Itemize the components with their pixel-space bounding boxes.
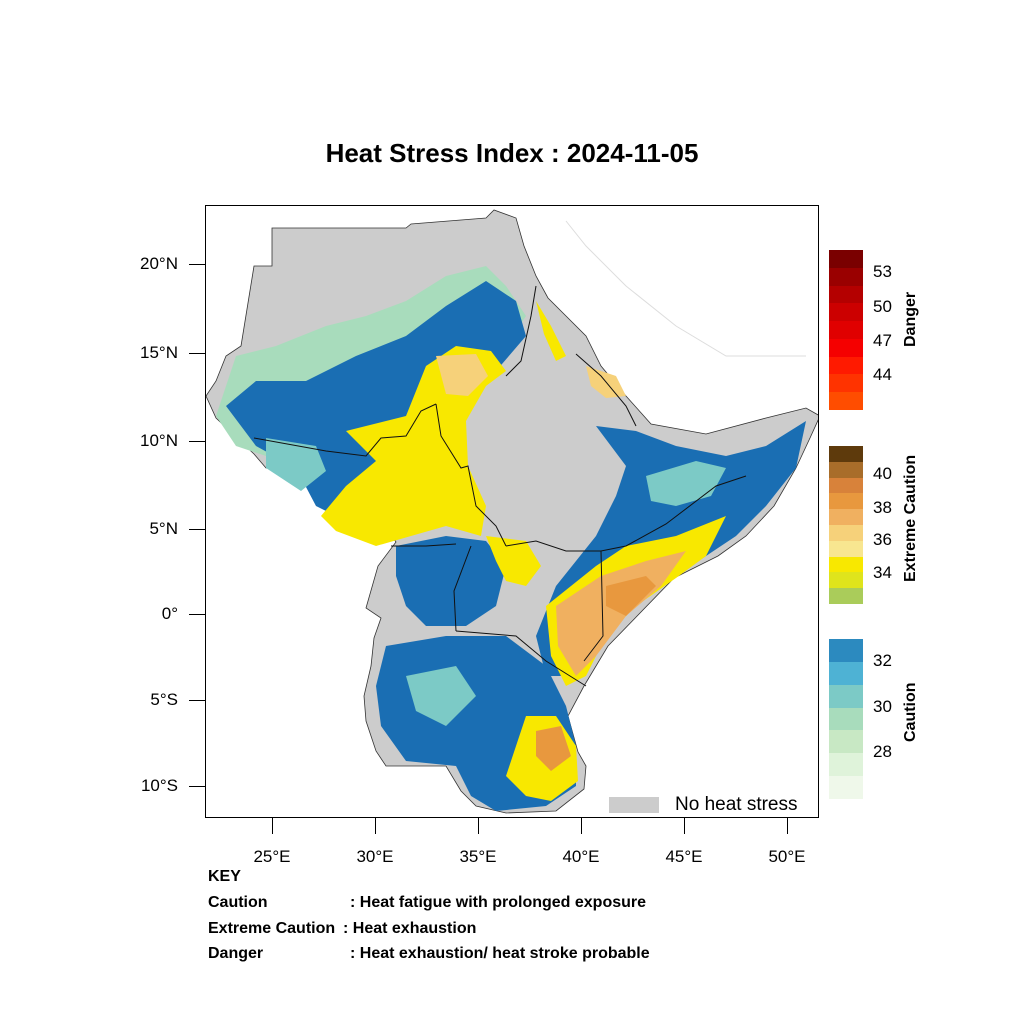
colorbar-segment (829, 707, 863, 731)
x-axis-label: 25°E (253, 847, 291, 866)
colorbar-segment (829, 776, 863, 799)
colorbar-segment (829, 285, 863, 304)
y-axis-label: 15°N (140, 343, 178, 362)
key-heading: KEY (208, 868, 241, 885)
y-tick (189, 700, 205, 701)
danger-tick-label: 50 (873, 297, 892, 316)
extreme-caution-colorbar (829, 446, 863, 604)
colorbar-segment (829, 446, 863, 462)
y-axis-label: 5°N (149, 519, 178, 538)
colorbar-segment (829, 392, 863, 410)
caution-tick-label: 30 (873, 697, 892, 716)
key-description: : Heat fatigue with prolonged exposure (350, 894, 647, 911)
colorbar-segment (829, 321, 863, 339)
map-panel (205, 205, 819, 818)
danger-colorbar-title: Danger (902, 291, 919, 347)
key-term: Danger (208, 945, 264, 962)
y-axis-label: 5°S (150, 690, 178, 709)
colorbar-segment (829, 556, 863, 573)
x-tick (787, 818, 788, 834)
x-axis-label: 50°E (768, 847, 806, 866)
key-description: : Heat exhaustion/ heat stroke probable (350, 945, 650, 962)
extreme-colorbar-title: Extreme Caution (902, 454, 919, 582)
caution-tick-label: 28 (873, 742, 892, 761)
y-axis-label: 10°N (140, 431, 178, 450)
x-axis-label: 45°E (665, 847, 703, 866)
key-term: Caution (208, 894, 268, 911)
y-axis-label: 10°S (140, 776, 178, 795)
extreme-tick-label: 34 (873, 563, 892, 582)
x-tick (581, 818, 582, 834)
colorbar-segment (829, 477, 863, 494)
extreme-tick-label: 40 (873, 464, 892, 483)
key-description: : Heat exhaustion (343, 920, 477, 937)
extreme-tick-label: 36 (873, 530, 892, 549)
colorbar-segment (829, 374, 863, 393)
colorbar-segment (829, 493, 863, 510)
caution-tick-label: 32 (873, 651, 892, 670)
colorbar-segment (829, 250, 863, 268)
colorbar-segment (829, 303, 863, 322)
map-title: Heat Stress Index : 2024-11-05 (325, 138, 699, 168)
colorbar-segment (829, 461, 863, 478)
no-heat-stress-label: No heat stress (675, 794, 798, 815)
y-tick (189, 353, 205, 354)
y-tick (189, 264, 205, 265)
y-axis-label: 20°N (140, 254, 178, 273)
colorbar-segment (829, 540, 863, 557)
y-tick (189, 529, 205, 530)
y-tick (189, 614, 205, 615)
x-axis-label: 30°E (356, 847, 394, 866)
x-tick (478, 818, 479, 834)
danger-colorbar (829, 250, 863, 410)
country-borders (253, 285, 747, 687)
caution-colorbar (829, 639, 863, 799)
x-axis-label: 35°E (459, 847, 497, 866)
colorbar-segment (829, 588, 863, 604)
colorbar-segment (829, 356, 863, 375)
y-axis-label: 0° (161, 604, 178, 623)
colorbar-segment (829, 730, 863, 754)
extreme-tick-label: 38 (873, 498, 892, 517)
x-tick (375, 818, 376, 834)
colorbar-segment (829, 267, 863, 286)
y-tick (189, 441, 205, 442)
colorbar-segment (829, 338, 863, 357)
danger-tick-label: 53 (873, 262, 892, 281)
no-heat-stress-swatch (609, 797, 659, 813)
colorbar-segment (829, 524, 863, 541)
colorbar-segment (829, 753, 863, 777)
danger-tick-label: 47 (873, 331, 892, 350)
x-tick (684, 818, 685, 834)
x-axis-label: 40°E (562, 847, 600, 866)
danger-tick-label: 44 (873, 365, 892, 384)
colorbar-segment (829, 661, 863, 685)
colorbar-segment (829, 572, 863, 589)
caution-colorbar-title: Caution (902, 682, 919, 742)
key-term: Extreme Caution (208, 920, 336, 937)
colorbar-segment (829, 509, 863, 525)
heat-stress-map (206, 209, 818, 814)
x-tick (272, 818, 273, 834)
colorbar-segment (829, 684, 863, 708)
y-tick (189, 786, 205, 787)
colorbar-segment (829, 639, 863, 662)
